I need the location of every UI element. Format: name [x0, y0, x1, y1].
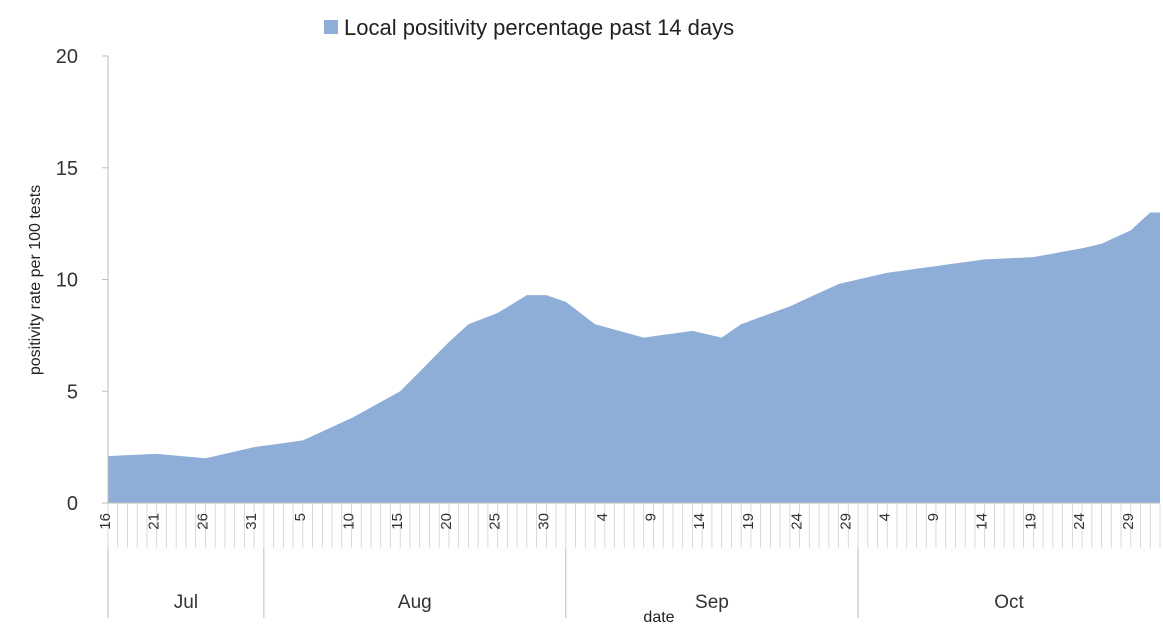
legend-label: Local positivity percentage past 14 days	[344, 15, 734, 40]
month-label-jul: Jul	[174, 592, 198, 613]
x-tick-label: 19	[1022, 513, 1039, 530]
month-label-oct: Oct	[994, 592, 1024, 613]
x-tick-label: 25	[487, 513, 504, 530]
x-tick-label: 16	[97, 513, 114, 530]
x-tick-label: 29	[837, 513, 854, 530]
x-axis-label: date	[643, 609, 674, 626]
y-tick-label: 0	[67, 493, 78, 515]
x-tick-label: 21	[146, 513, 163, 530]
x-tick-label: 14	[974, 513, 991, 530]
month-label-aug: Aug	[398, 592, 432, 613]
x-tick-label: 10	[341, 513, 358, 530]
y-tick-label: 10	[56, 270, 78, 292]
x-tick-label: 29	[1120, 513, 1137, 530]
y-tick-label: 5	[67, 381, 78, 403]
x-axis: 16 21 26 31 5 10 15 20 25 30 4 9 14 19 24 29 4 9 14 19 24 29 J…	[97, 502, 1161, 618]
x-tick-label: 24	[789, 513, 806, 530]
y-tick-label: 15	[56, 158, 78, 180]
x-tick-label: 19	[740, 513, 757, 530]
x-tick-label: 24	[1071, 513, 1088, 530]
x-tick-label: 26	[194, 513, 211, 530]
x-tick-label: 9	[925, 513, 942, 521]
x-tick-label: 14	[691, 513, 708, 530]
x-tick-label: 31	[243, 513, 260, 530]
y-axis-label: positivity rate per 100 tests	[27, 185, 44, 375]
x-tick-label: 20	[438, 513, 455, 530]
x-tick-label: 30	[535, 513, 552, 530]
month-label-sep: Sep	[695, 592, 729, 613]
y-axis: 0 5 10 15 20	[56, 46, 109, 515]
y-tick-label: 20	[56, 46, 78, 68]
legend: Local positivity percentage past 14 days	[324, 15, 734, 40]
plot-area	[108, 212, 1160, 503]
legend-swatch	[324, 20, 338, 34]
x-tick-label: 4	[594, 513, 611, 521]
series-area	[108, 212, 1160, 503]
x-tick-label: 4	[876, 513, 893, 521]
x-tick-label: 15	[389, 513, 406, 530]
x-tick-label: 9	[642, 513, 659, 521]
x-tick-label: 5	[292, 513, 309, 521]
